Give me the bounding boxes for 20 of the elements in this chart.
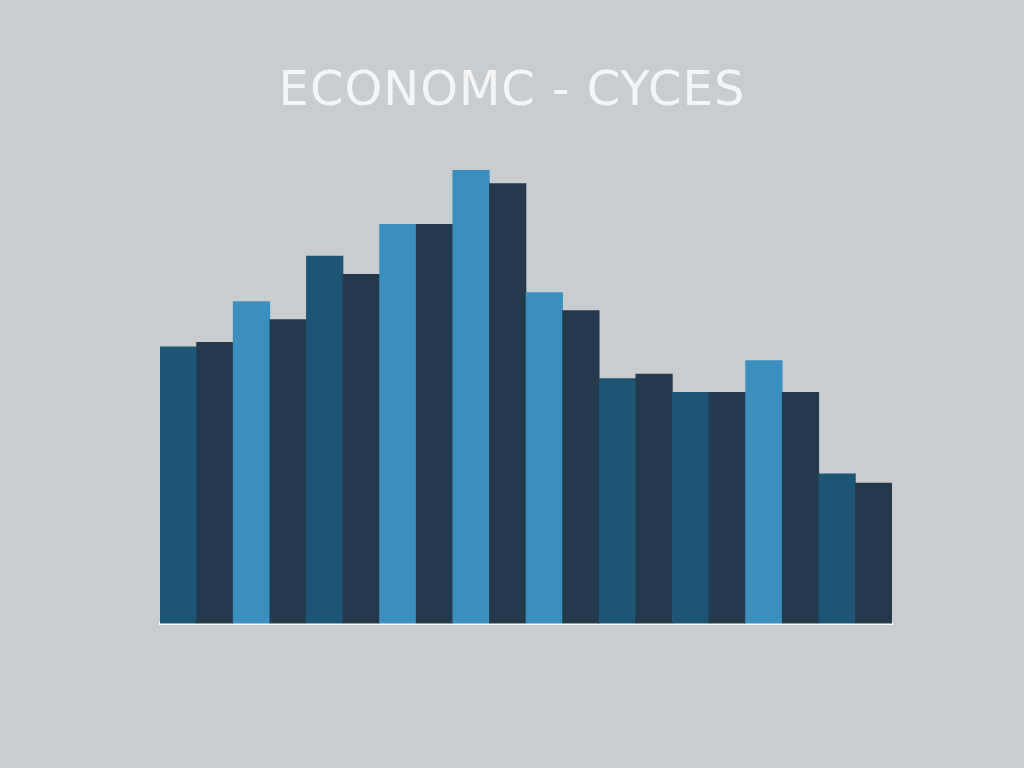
bar xyxy=(232,301,271,624)
bar xyxy=(818,473,856,624)
bar xyxy=(855,482,892,624)
bar xyxy=(562,310,600,624)
bar xyxy=(598,378,637,624)
bar xyxy=(415,224,454,624)
bar xyxy=(635,373,673,624)
bar xyxy=(525,292,563,624)
bar xyxy=(452,170,490,624)
bar xyxy=(342,274,380,624)
bar xyxy=(708,391,746,624)
bar xyxy=(160,346,197,624)
bar xyxy=(489,183,527,624)
bar xyxy=(379,224,417,624)
bar xyxy=(672,391,710,624)
bar xyxy=(269,319,307,624)
bar xyxy=(745,360,783,624)
bar xyxy=(781,391,820,624)
bar xyxy=(196,342,234,624)
bar xyxy=(306,255,344,624)
